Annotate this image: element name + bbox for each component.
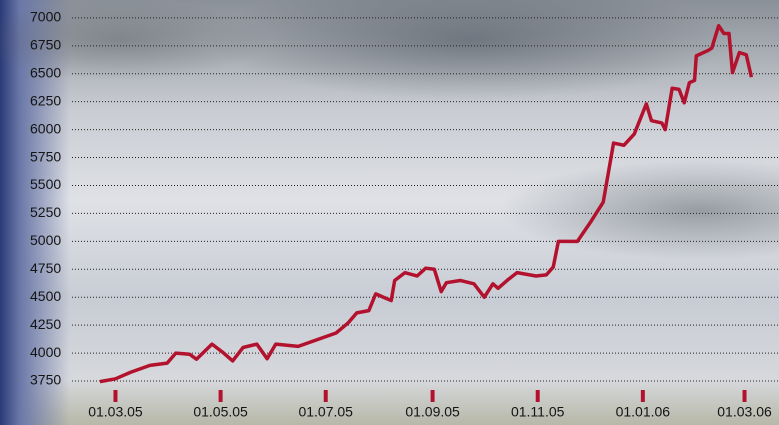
y-tick-label: 5500 bbox=[30, 176, 61, 192]
x-tick-label: 01.03.06 bbox=[717, 404, 772, 420]
y-tick-label: 5000 bbox=[30, 232, 61, 248]
y-tick-label: 6750 bbox=[30, 37, 61, 53]
y-tick-label: 5750 bbox=[30, 148, 61, 164]
y-tick-label: 4000 bbox=[30, 344, 61, 360]
x-tick-label: 01.01.06 bbox=[616, 404, 671, 420]
x-tick-label: 01.03.05 bbox=[88, 404, 143, 420]
y-tick-label: 6250 bbox=[30, 92, 61, 108]
y-tick-label: 7000 bbox=[30, 9, 61, 25]
x-tick-label: 01.11.05 bbox=[511, 404, 565, 420]
y-tick-label: 4750 bbox=[30, 260, 61, 276]
y-tick-label: 5250 bbox=[30, 204, 61, 220]
x-tick-label: 01.07.05 bbox=[298, 404, 353, 420]
x-tick-label: 01.09.05 bbox=[405, 404, 460, 420]
y-tick-label: 4250 bbox=[30, 316, 61, 332]
y-tick-label: 6000 bbox=[30, 120, 61, 136]
y-tick-label: 6500 bbox=[30, 64, 61, 80]
y-tick-label: 3750 bbox=[30, 372, 61, 388]
x-tick-label: 01.05.05 bbox=[193, 404, 248, 420]
data-line bbox=[99, 23, 754, 384]
y-tick-label: 4500 bbox=[30, 288, 61, 304]
